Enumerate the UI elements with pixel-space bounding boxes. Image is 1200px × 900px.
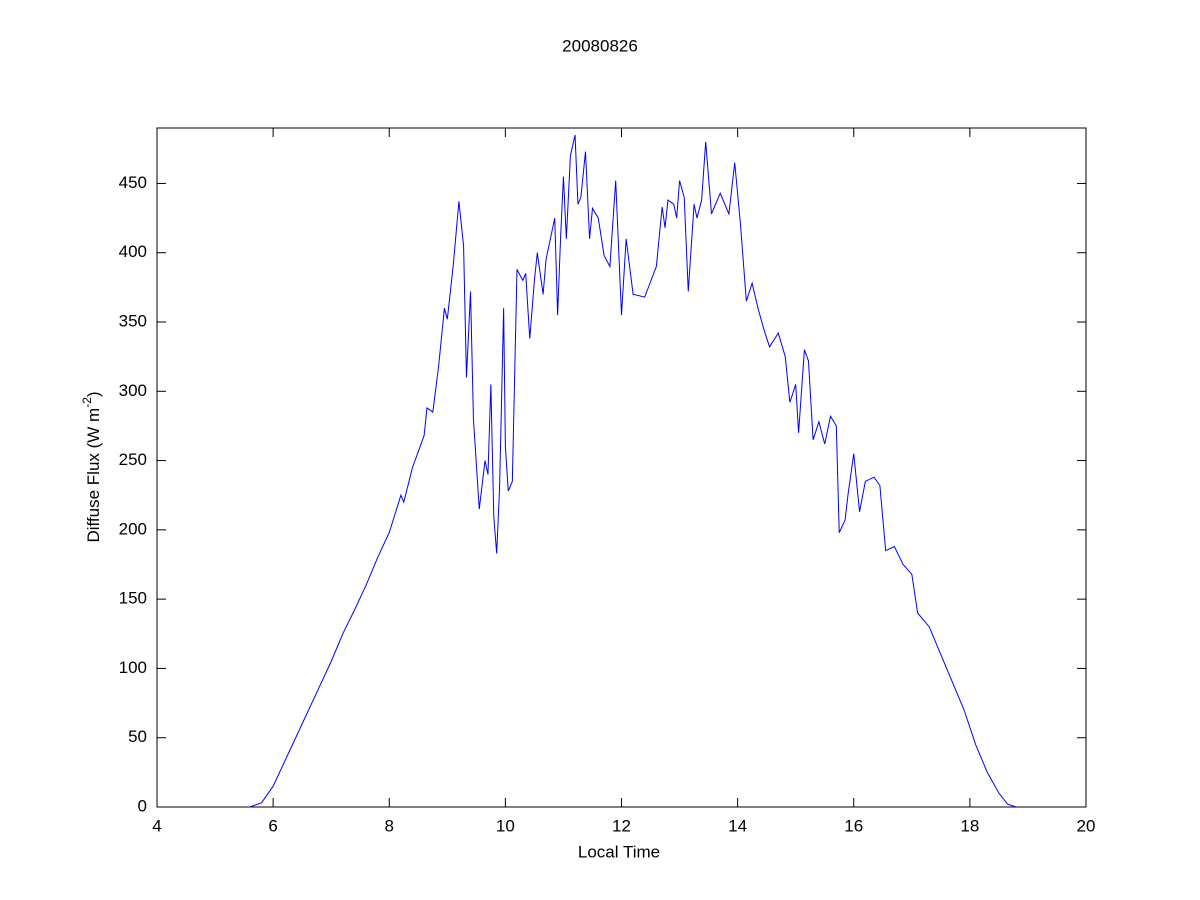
y-tick-label: 0 — [138, 796, 147, 815]
y-tick-label: 350 — [119, 311, 147, 330]
chart-title: 20080826 — [562, 36, 638, 55]
y-tick-label: 200 — [119, 519, 147, 538]
y-tick-label: 400 — [119, 242, 147, 261]
y-tick-label: 100 — [119, 658, 147, 677]
data-line — [249, 134, 1017, 808]
y-tick-label: 450 — [119, 173, 147, 192]
y-tick-label: 150 — [119, 589, 147, 608]
x-tick-label: 6 — [268, 816, 277, 835]
x-tick-label: 10 — [496, 816, 515, 835]
y-axis-label-text: Diffuse Flux (W m — [84, 408, 103, 543]
y-axis-label-sup: -2 — [80, 397, 94, 408]
x-axis-label: Local Time — [578, 842, 660, 861]
y-tick-label: 50 — [128, 727, 147, 746]
y-axis-label: Diffuse Flux (W m-2) — [80, 391, 103, 542]
x-tick-label: 12 — [612, 816, 631, 835]
y-tick-label: 300 — [119, 381, 147, 400]
x-tick-label: 18 — [960, 816, 979, 835]
x-tick-label: 14 — [728, 816, 747, 835]
x-tick-label: 16 — [844, 816, 863, 835]
y-tick-label: 250 — [119, 450, 147, 469]
plot-frame — [156, 127, 1087, 808]
x-tick-label: 4 — [152, 816, 161, 835]
x-tick-label: 8 — [385, 816, 394, 835]
y-axis-label-end: ) — [84, 391, 103, 397]
x-tick-label: 20 — [1077, 816, 1096, 835]
